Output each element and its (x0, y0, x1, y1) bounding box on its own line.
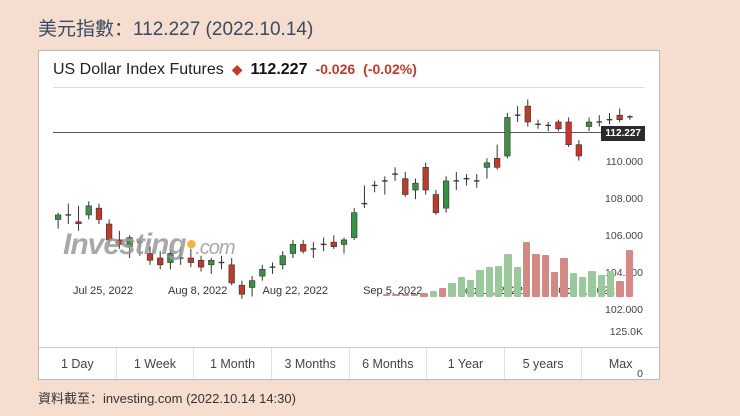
tab-5-years[interactable]: 5 years (505, 348, 583, 379)
tab-1-week[interactable]: 1 Week (117, 348, 195, 379)
tab-1-month[interactable]: 1 Month (194, 348, 272, 379)
instrument-name-label: US Dollar Index Futures (53, 61, 224, 79)
price-change-pct-value: (-0.02%) (363, 61, 417, 77)
chart-plot-area: 112.227 110.000 108.000 106.000 104.000 … (53, 87, 645, 325)
page-title: 美元指數：112.227 (2022.10.14) (0, 0, 740, 51)
price-indicator-icon: ◆ (232, 61, 243, 78)
chart-widget: US Dollar Index Futures ◆ 112.227 -0.026… (38, 50, 660, 380)
volume-bars-chart (383, 242, 633, 297)
current-price-value: 112.227 (251, 61, 308, 79)
tab-3-months[interactable]: 3 Months (272, 348, 350, 379)
widget-header: US Dollar Index Futures ◆ 112.227 -0.026… (39, 51, 659, 87)
price-change-value: -0.026 (315, 61, 355, 77)
footer-data-source: 資料截至：investing.com (2022.10.14 14:30) (38, 388, 296, 407)
timeframe-tabs: 1 Day 1 Week 1 Month 3 Months 6 Months 1… (39, 347, 659, 379)
tab-1-year[interactable]: 1 Year (427, 348, 505, 379)
tab-max[interactable]: Max (582, 348, 659, 379)
tab-6-months[interactable]: 6 Months (350, 348, 428, 379)
tab-1-day[interactable]: 1 Day (39, 348, 117, 379)
investing-watermark: Investing•.com (63, 228, 235, 262)
